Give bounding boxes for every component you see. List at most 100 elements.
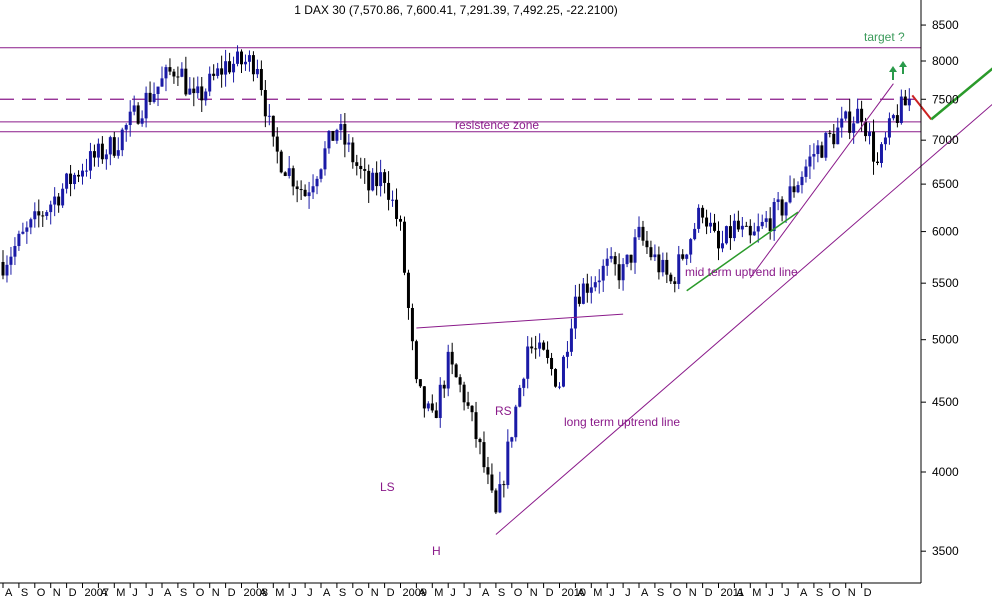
- x-tick-label: O: [37, 587, 46, 599]
- candle-body: [271, 115, 275, 137]
- candle-body: [720, 243, 724, 249]
- x-tick-label: A: [323, 587, 331, 599]
- candle-body: [677, 254, 681, 284]
- x-tick-label: J: [625, 587, 631, 599]
- projection: [911, 67, 992, 121]
- candle-body: [502, 484, 506, 486]
- candle-body: [756, 226, 760, 232]
- candle-body: [363, 169, 367, 171]
- y-tick-label: 6000: [932, 225, 959, 239]
- candle-body: [808, 156, 812, 167]
- candle-body: [73, 174, 77, 185]
- candle-body: [828, 132, 832, 134]
- trendlines: [416, 83, 992, 535]
- candle-body: [558, 386, 561, 388]
- candle-body: [53, 196, 57, 205]
- y-tick-label: 3500: [932, 544, 959, 558]
- candle-body: [267, 115, 271, 117]
- y-axis: 3500 4000 4500 5000 5500 6000 6500 7000 7500 8000…: [921, 18, 959, 558]
- candle-body: [701, 207, 705, 218]
- trend-line: [416, 313, 624, 329]
- candle-body: [625, 254, 629, 265]
- x-tick-label: A: [577, 587, 585, 599]
- candle-body: [144, 92, 148, 119]
- candle-body: [9, 256, 13, 265]
- candle-body: [120, 129, 124, 151]
- trend-line: [749, 83, 894, 279]
- candle-body: [554, 369, 558, 387]
- x-tick-label: J: [450, 587, 456, 599]
- candle-body: [824, 132, 828, 158]
- candle-body: [561, 356, 565, 387]
- annotation-target: target ?: [864, 30, 905, 44]
- x-tick-label: 2009: [403, 587, 427, 599]
- candle-body: [232, 63, 236, 73]
- projection-red-segment: [911, 94, 932, 120]
- candle-body: [172, 71, 176, 77]
- candle-body: [589, 287, 593, 293]
- y-tick-label: 7000: [932, 133, 959, 147]
- candle-body: [653, 254, 657, 258]
- candle-body: [848, 111, 852, 133]
- candle-body: [41, 215, 45, 217]
- x-tick-label: J: [291, 587, 297, 599]
- y-tick-label: 7500: [932, 92, 959, 106]
- candle-body: [597, 280, 601, 283]
- candle-body: [681, 254, 685, 259]
- candle-body: [657, 254, 661, 273]
- candle-body: [176, 76, 180, 78]
- candle-body: [812, 154, 816, 157]
- candle-body: [542, 342, 546, 350]
- x-tick-label: N: [212, 587, 220, 599]
- horizontal-lines: [0, 47, 921, 133]
- candle-body: [633, 237, 637, 263]
- candle-body: [25, 227, 29, 232]
- candle-body: [466, 402, 470, 406]
- annotation-resistence-zone: resistence zone: [455, 118, 539, 132]
- candle-body: [903, 96, 907, 106]
- candle-body: [490, 474, 494, 491]
- candle-body: [844, 111, 848, 119]
- candle-body: [216, 68, 220, 76]
- x-tick-label: D: [69, 587, 77, 599]
- candle-body: [486, 467, 490, 475]
- candle-body: [717, 230, 720, 249]
- candle-body: [864, 121, 868, 137]
- x-tick-label: D: [228, 587, 236, 599]
- candle-body: [728, 226, 732, 239]
- candle-body: [124, 125, 128, 130]
- candle-body: [498, 484, 502, 513]
- candle-body: [331, 131, 335, 141]
- trend-line: [686, 211, 799, 292]
- candle-body: [311, 186, 315, 193]
- y-tick-label: 8500: [932, 18, 959, 32]
- candle-body: [887, 118, 891, 138]
- candle-body: [283, 172, 287, 176]
- x-tick-label: A: [736, 587, 744, 599]
- x-tick-label: A: [482, 587, 490, 599]
- candle-body: [152, 94, 156, 102]
- x-tick-label: A: [418, 587, 426, 599]
- x-tick-label: 2008: [244, 587, 268, 599]
- candle-body: [852, 123, 856, 133]
- candle-body: [800, 176, 804, 186]
- candle-body: [112, 137, 116, 156]
- candle-body: [263, 90, 267, 117]
- candle-body: [538, 342, 542, 349]
- candle-body: [236, 51, 240, 64]
- x-tick-label: O: [196, 587, 205, 599]
- candle-body: [343, 124, 347, 145]
- candle-body: [92, 151, 96, 158]
- x-tick-label: M: [752, 587, 761, 599]
- candle-body: [744, 225, 748, 227]
- candle-body: [100, 143, 104, 160]
- candle-body: [693, 228, 697, 240]
- up-arrow-icon: [889, 66, 897, 80]
- candle-body: [387, 182, 391, 200]
- candle-body: [482, 442, 486, 468]
- candle-body: [391, 199, 395, 201]
- candle-body: [21, 231, 25, 234]
- candle-body: [565, 351, 569, 357]
- candle-body: [442, 384, 446, 389]
